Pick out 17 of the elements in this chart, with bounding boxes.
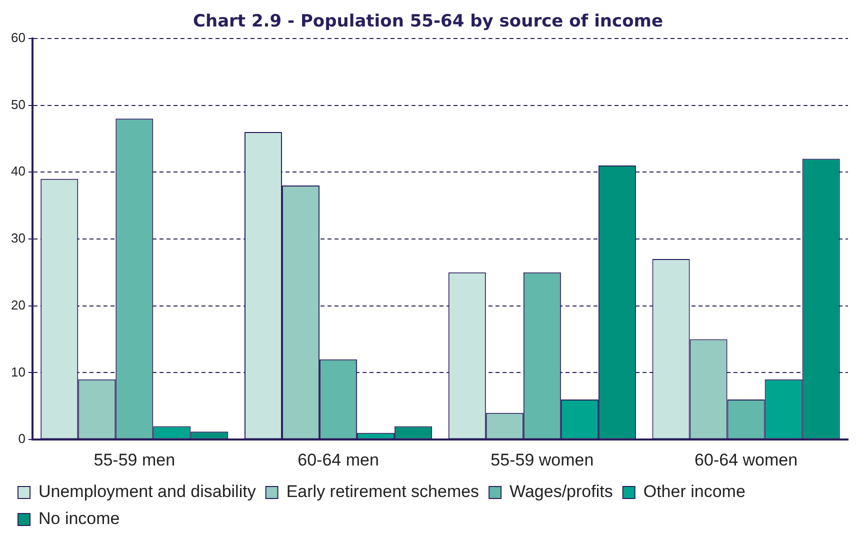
y-tick-label: 50 — [10, 96, 26, 112]
x-tick-label: 55-59 women — [490, 450, 594, 470]
y-tick-label: 0 — [18, 431, 26, 446]
legend-label: No income — [38, 509, 120, 528]
chart-title: Chart 2.9 - Population 55-64 by source of income — [192, 12, 664, 32]
y-tick-label: 40 — [10, 164, 26, 179]
y-tick-label: 20 — [10, 297, 26, 312]
y-tick-label: 60 — [10, 30, 26, 45]
x-tick-label: 60-64 men — [298, 450, 379, 470]
x-tick-label: 60-64 women — [694, 450, 798, 470]
x-tick-label: 55-59 men — [94, 450, 176, 470]
legend-label: Other income — [643, 482, 746, 502]
y-tick-label: 10 — [10, 364, 26, 380]
y-tick-label: 30 — [10, 230, 26, 246]
legend-label: Early retirement schemes — [286, 482, 480, 502]
legend-label: Unemployment and disability — [38, 482, 256, 502]
legend-label: Wages/profits — [510, 482, 613, 502]
